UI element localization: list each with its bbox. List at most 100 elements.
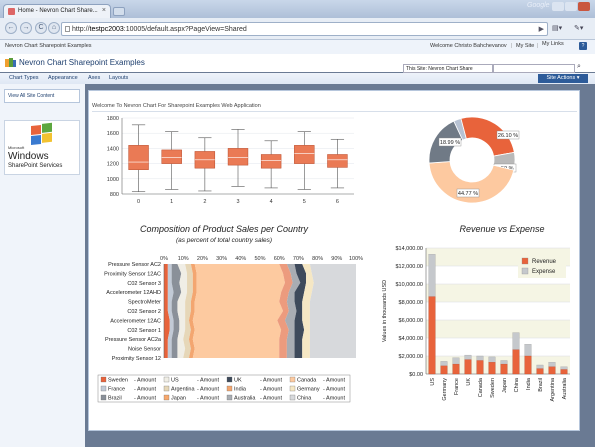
bar-revenue	[488, 362, 496, 375]
close-tab-icon[interactable]: ×	[101, 7, 106, 14]
bar-revenue	[524, 355, 532, 375]
x-tick-label: 30%	[216, 256, 227, 262]
welcome-menu[interactable]: Welcome Christo Bahchevanov	[430, 43, 507, 49]
area-chart[interactable]: Composition of Product Sales per Country…	[92, 222, 372, 414]
view-all-content[interactable]: View All Site Content	[4, 89, 80, 103]
x-tick-label: 70%	[293, 256, 304, 262]
box-plot-chart[interactable]: 800 1000 1200 1400 1600 1800 0 1 2 3 4 5 6	[92, 112, 362, 212]
go-arrow-icon[interactable]: ▶	[538, 26, 544, 33]
legend-label: - Amount	[197, 396, 219, 402]
wrench-icon[interactable]: ✎▾	[574, 25, 584, 32]
area-series	[302, 264, 314, 358]
bar-chart[interactable]: Revenue vs Expense $0.00 $2,000.00 $4,000.…	[374, 222, 584, 414]
y-tick-label: $0.00	[409, 372, 423, 378]
bar-revenue	[548, 366, 556, 375]
legend-swatch	[521, 267, 529, 275]
nav-appearance[interactable]: Appearance	[48, 75, 78, 81]
bar-revenue	[560, 369, 568, 375]
legend-swatch	[163, 385, 170, 392]
slice-label-box	[496, 130, 520, 140]
bar-revenue	[464, 359, 472, 375]
my-site-link[interactable]: My Site	[516, 43, 535, 49]
y-tick-label: 1800	[107, 116, 119, 122]
search-input[interactable]	[493, 64, 575, 73]
close-window-button[interactable]	[578, 2, 590, 11]
y-tick-label: 1200	[107, 162, 119, 168]
minimize-button[interactable]	[552, 2, 564, 11]
x-tick-label: France	[454, 378, 460, 395]
legend-swatch	[163, 394, 170, 401]
grid-band	[426, 284, 570, 302]
reload-icon[interactable]: C	[35, 22, 47, 34]
home-icon[interactable]: ⌂	[48, 22, 60, 34]
x-tick-label: 50%	[254, 256, 265, 262]
search-scope-select[interactable]: This Site: Nevron Chart Share	[403, 64, 493, 73]
nav-layouts[interactable]: Layouts	[109, 75, 129, 81]
help-icon[interactable]: ?	[579, 42, 587, 50]
x-tick-label: 2	[203, 199, 206, 205]
url-text: http://testpc2003:10005/default.aspx?Pag…	[72, 26, 247, 33]
legend-label: China	[297, 396, 312, 402]
browser-tab[interactable]: Home - Nevron Chart Share... ×	[3, 4, 111, 18]
area-chart-subtitle: (as percent of total country sales)	[176, 237, 272, 244]
legend-label: France	[108, 387, 125, 393]
x-tick-label: 0	[137, 199, 140, 205]
nav-chart-types[interactable]: Chart Types	[9, 75, 39, 81]
legend-label: UK	[234, 378, 242, 384]
legend-label: Revenue	[532, 259, 557, 265]
y-axis-label: Values in thousands USD	[382, 280, 388, 342]
x-tick-label: 100%	[349, 256, 363, 262]
page-menu-icon[interactable]: ▤▾	[552, 25, 563, 32]
x-tick-label: Australia	[562, 377, 568, 399]
legend-label: Sweden	[108, 378, 128, 384]
y-tick-label: $4,000.00	[399, 336, 423, 342]
legend-label: - Amount	[323, 396, 345, 402]
legend-label: - Amount	[134, 387, 156, 393]
legend-label: - Amount	[134, 378, 156, 384]
area-chart-title: Composition of Product Sales per Country	[140, 224, 309, 234]
donut-chart[interactable]: 2.84 %26.10 %6.59 %44.77 %18.99 %	[410, 110, 530, 210]
site-breadcrumb[interactable]: Nevron Chart Sharepoint Examples	[5, 43, 92, 49]
forward-icon[interactable]: →	[20, 22, 32, 34]
legend-label: Canada	[297, 378, 317, 384]
area-series	[183, 264, 193, 358]
legend-label: - Amount	[260, 378, 282, 384]
my-links-menu[interactable]: My Links	[542, 41, 564, 47]
y-tick-label: 1000	[107, 177, 119, 183]
search-icon[interactable]: ⌕	[577, 63, 581, 70]
x-tick-label: 40%	[235, 256, 246, 262]
maximize-button[interactable]	[565, 2, 577, 11]
area-series	[164, 264, 170, 358]
site-logo-icon	[5, 58, 16, 67]
page-favicon-icon	[8, 8, 15, 15]
y-tick-label: C02 Sensor 1	[127, 328, 161, 334]
y-tick-label: Proximity Sensor 12	[112, 356, 161, 362]
bar-revenue	[428, 296, 436, 375]
site-actions-button[interactable]: Site Actions ▾	[538, 74, 588, 83]
legend-swatch	[100, 376, 107, 383]
legend-label: Germany	[297, 387, 320, 393]
address-bar[interactable]: http://testpc2003:10005/default.aspx?Pag…	[61, 22, 548, 36]
google-label: Google	[527, 2, 550, 9]
x-tick-label: 0%	[160, 256, 168, 262]
area-series	[277, 264, 293, 358]
box	[294, 145, 315, 164]
donut-slice	[428, 161, 515, 204]
back-icon[interactable]: ←	[5, 22, 17, 34]
x-tick-label: Japan	[502, 378, 508, 393]
area-series	[294, 264, 307, 358]
svg-text:SharePoint Services: SharePoint Services	[8, 163, 62, 169]
site-title[interactable]: Nevron Chart Sharepoint Examples	[19, 58, 145, 67]
x-tick-label: 6	[336, 199, 339, 205]
new-tab-button[interactable]	[113, 7, 125, 16]
x-tick-label: UK	[466, 378, 472, 386]
x-tick-label: India	[526, 377, 532, 390]
legend-swatch	[100, 394, 107, 401]
legend-swatch	[289, 394, 296, 401]
slice-label-box	[438, 137, 462, 147]
legend-label: Japan	[171, 396, 186, 402]
x-tick-label: 5	[303, 199, 306, 205]
nav-axes[interactable]: Axes	[88, 75, 101, 81]
box	[161, 149, 182, 164]
box	[327, 154, 348, 168]
